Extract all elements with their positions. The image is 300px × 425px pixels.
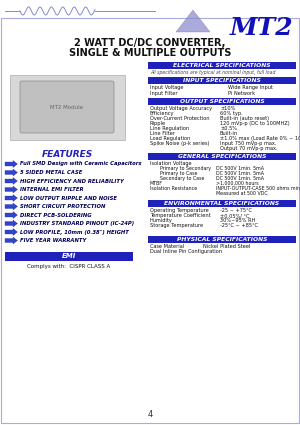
Text: Operating Temperature: Operating Temperature bbox=[150, 208, 209, 213]
Text: ±1.0% max (Load Rate 0% ~ 100%): ±1.0% max (Load Rate 0% ~ 100%) bbox=[220, 136, 300, 141]
Text: Full SMD Design with Ceramic Capacitors: Full SMD Design with Ceramic Capacitors bbox=[20, 162, 142, 167]
Text: Secondary to Case: Secondary to Case bbox=[160, 176, 204, 181]
Text: Temperature Coefficient: Temperature Coefficient bbox=[150, 213, 211, 218]
Text: OUTPUT SPECIFICATIONS: OUTPUT SPECIFICATIONS bbox=[180, 99, 264, 104]
Text: Isolation Resistance: Isolation Resistance bbox=[150, 186, 197, 191]
Text: MTBF: MTBF bbox=[150, 181, 163, 186]
Polygon shape bbox=[5, 178, 17, 184]
Polygon shape bbox=[5, 220, 17, 227]
Text: Over-Current Protection: Over-Current Protection bbox=[150, 116, 209, 121]
Text: INDUSTRY STANDARD PINOUT (IC-24P): INDUSTRY STANDARD PINOUT (IC-24P) bbox=[20, 221, 134, 226]
Text: ELECTRICAL SPECIFICATIONS: ELECTRICAL SPECIFICATIONS bbox=[173, 63, 271, 68]
Text: Case Material: Case Material bbox=[150, 244, 184, 249]
Text: SHORT CIRCUIT PROTECTION: SHORT CIRCUIT PROTECTION bbox=[20, 204, 105, 209]
FancyBboxPatch shape bbox=[148, 98, 296, 105]
Text: -25°C ~ +85°C: -25°C ~ +85°C bbox=[220, 223, 258, 228]
FancyBboxPatch shape bbox=[1, 18, 299, 423]
Polygon shape bbox=[5, 203, 17, 210]
Text: LOW OUTPUT RIPPLE AND NOISE: LOW OUTPUT RIPPLE AND NOISE bbox=[20, 196, 117, 201]
Text: 4: 4 bbox=[147, 410, 153, 419]
Polygon shape bbox=[5, 237, 17, 244]
Text: 2 WATT DC/DC CONVERTER,: 2 WATT DC/DC CONVERTER, bbox=[74, 38, 226, 48]
Text: FEATURES: FEATURES bbox=[41, 150, 93, 159]
Text: ±10%: ±10% bbox=[220, 106, 236, 111]
Text: ±0.05%/ °C: ±0.05%/ °C bbox=[220, 213, 249, 218]
Text: DIRECT PCB-SOLDERING: DIRECT PCB-SOLDERING bbox=[20, 212, 92, 218]
Text: DC 500V 1min. 5mA: DC 500V 1min. 5mA bbox=[216, 166, 264, 171]
Text: HIGH EFFICIENCY AND RELIABILITY: HIGH EFFICIENCY AND RELIABILITY bbox=[20, 178, 124, 184]
Text: Wide Range Input: Wide Range Input bbox=[228, 85, 273, 90]
Text: MT2: MT2 bbox=[230, 16, 293, 40]
FancyBboxPatch shape bbox=[10, 75, 125, 140]
Text: Built-in (auto reset): Built-in (auto reset) bbox=[220, 116, 269, 121]
Text: Storage Temperature: Storage Temperature bbox=[150, 223, 203, 228]
FancyBboxPatch shape bbox=[148, 77, 296, 84]
Text: INTERNAL EMI FILTER: INTERNAL EMI FILTER bbox=[20, 187, 83, 192]
Text: INPUT-OUTPUT-CASE 500 ohms min.: INPUT-OUTPUT-CASE 500 ohms min. bbox=[216, 186, 300, 191]
Text: Output 70 mVp-p max.: Output 70 mVp-p max. bbox=[220, 146, 278, 151]
Text: MT2 Module: MT2 Module bbox=[50, 105, 83, 110]
Text: -25 ~ +75°C: -25 ~ +75°C bbox=[220, 208, 252, 213]
FancyBboxPatch shape bbox=[5, 252, 133, 261]
Text: 5 SIDED METAL CASE: 5 SIDED METAL CASE bbox=[20, 170, 82, 175]
Polygon shape bbox=[5, 186, 17, 193]
Text: Humidity: Humidity bbox=[150, 218, 173, 223]
Text: INPUT SPECIFICATIONS: INPUT SPECIFICATIONS bbox=[183, 78, 261, 83]
Text: Output Voltage Accuracy: Output Voltage Accuracy bbox=[150, 106, 212, 111]
FancyBboxPatch shape bbox=[148, 200, 296, 207]
Text: Input 750 mVp-p max.: Input 750 mVp-p max. bbox=[220, 141, 277, 146]
Text: ENVIRONMENTAL SPECIFICATIONS: ENVIRONMENTAL SPECIFICATIONS bbox=[164, 201, 280, 206]
Text: ±0.5%: ±0.5% bbox=[220, 126, 237, 131]
Text: Line Regulation: Line Regulation bbox=[150, 126, 189, 131]
Text: Input Voltage: Input Voltage bbox=[150, 85, 184, 90]
Text: Complys with:  CISPR CLASS A: Complys with: CISPR CLASS A bbox=[27, 264, 111, 269]
Polygon shape bbox=[5, 229, 17, 235]
Polygon shape bbox=[5, 212, 17, 218]
Text: LOW PROFILE, 10mm (0.38") HEIGHT: LOW PROFILE, 10mm (0.38") HEIGHT bbox=[20, 230, 129, 235]
Text: 30%~95% RH: 30%~95% RH bbox=[220, 218, 255, 223]
Text: Efficiency: Efficiency bbox=[150, 111, 175, 116]
FancyBboxPatch shape bbox=[148, 153, 296, 160]
Text: DC 500V 1min. 5mA: DC 500V 1min. 5mA bbox=[216, 176, 264, 181]
Text: PHYSICAL SPECIFICATIONS: PHYSICAL SPECIFICATIONS bbox=[177, 237, 267, 242]
Text: All specifications are typical at nominal input, full load: All specifications are typical at nomina… bbox=[150, 70, 275, 75]
Text: 60% typ.: 60% typ. bbox=[220, 111, 243, 116]
FancyBboxPatch shape bbox=[20, 81, 114, 133]
Polygon shape bbox=[176, 10, 210, 32]
Text: Load Regulation: Load Regulation bbox=[150, 136, 190, 141]
Polygon shape bbox=[5, 161, 17, 167]
Text: Spike Noise (p-k series): Spike Noise (p-k series) bbox=[150, 141, 209, 146]
Text: Primary to Secondary: Primary to Secondary bbox=[160, 166, 211, 171]
Text: 120 mVp-p (DC to 100MHZ): 120 mVp-p (DC to 100MHZ) bbox=[220, 121, 290, 126]
Polygon shape bbox=[5, 169, 17, 176]
Text: Isolation Voltage: Isolation Voltage bbox=[150, 161, 192, 166]
Text: Pi Network: Pi Network bbox=[228, 91, 255, 96]
Text: DC 500V 1min. 5mA: DC 500V 1min. 5mA bbox=[216, 171, 264, 176]
Polygon shape bbox=[5, 195, 17, 201]
Text: Dual Inline Pin Configuration: Dual Inline Pin Configuration bbox=[150, 249, 222, 254]
Text: Measured at 500 VDC: Measured at 500 VDC bbox=[216, 191, 268, 196]
FancyBboxPatch shape bbox=[148, 62, 296, 69]
Text: Ripple: Ripple bbox=[150, 121, 166, 126]
Text: Input Filter: Input Filter bbox=[150, 91, 178, 96]
Text: Primary to Case: Primary to Case bbox=[160, 171, 197, 176]
Text: Nickel Plated Steel: Nickel Plated Steel bbox=[203, 244, 250, 249]
Text: EMI: EMI bbox=[62, 253, 76, 260]
Text: FIVE YEAR WARRANTY: FIVE YEAR WARRANTY bbox=[20, 238, 86, 243]
Text: SINGLE & MULTIPLE OUTPUTS: SINGLE & MULTIPLE OUTPUTS bbox=[69, 48, 231, 58]
Text: GENERAL SPECIFICATIONS: GENERAL SPECIFICATIONS bbox=[178, 154, 266, 159]
Text: Line Filter: Line Filter bbox=[150, 131, 175, 136]
FancyBboxPatch shape bbox=[148, 236, 296, 243]
Text: Built-in: Built-in bbox=[220, 131, 238, 136]
Text: >1,000,000 hours: >1,000,000 hours bbox=[216, 181, 259, 186]
